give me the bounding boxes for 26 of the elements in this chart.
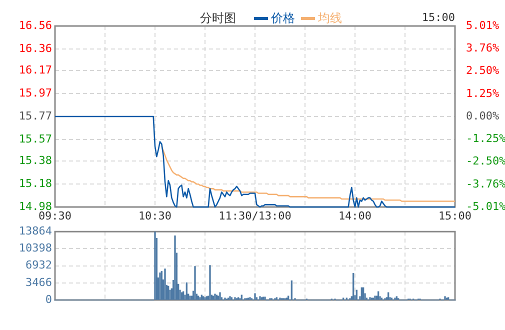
y-tick-label: 16.17	[18, 64, 52, 77]
y-tick-label: 16.56	[18, 18, 52, 32]
x-tick-label: 15:00	[438, 209, 472, 222]
y-tick-label: 15.18	[18, 176, 52, 190]
chart-title: 分时图	[200, 10, 236, 26]
y2-tick-label: 0.00%	[466, 109, 500, 122]
y-tick-label: 13864	[18, 224, 52, 238]
x-tick-label: 10:30	[138, 209, 172, 222]
y2-tick-label: 5.01%	[466, 18, 500, 32]
x-tick-label: 14:00	[338, 209, 372, 222]
legend-label: 均线	[318, 11, 342, 25]
y-tick-label: 15.97	[18, 86, 52, 100]
y-tick-label: 6932	[26, 258, 52, 272]
x-tick-label: 11:30/13:00	[218, 209, 292, 222]
y-tick-label: 15.57	[18, 132, 52, 146]
y2-tick-label: 1.25%	[466, 86, 500, 100]
text: 15:00	[422, 10, 455, 26]
y-tick-label: 15.77	[18, 109, 52, 122]
y2-tick-label: 3.76%	[466, 41, 500, 54]
y-tick-label: 0	[45, 292, 52, 306]
y-tick-label: 15.38	[18, 154, 52, 168]
y-tick-label: 10398	[18, 242, 52, 255]
y-tick-label: 16.36	[18, 42, 52, 55]
y-tick-label: 3466	[26, 276, 52, 289]
legend-label: 价格	[271, 11, 295, 25]
y2-tick-label: 2.50%	[466, 64, 500, 78]
